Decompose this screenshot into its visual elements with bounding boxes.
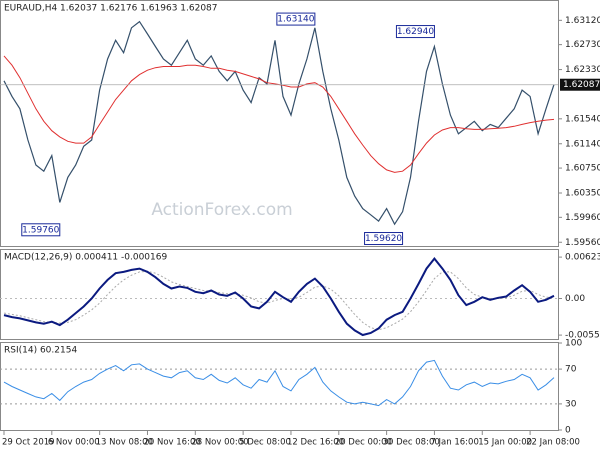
annotation-box: [364, 232, 404, 246]
panel-title: MACD(12,26,9) 0.000411 -0.000169: [4, 253, 167, 263]
panel-title: EURAUD,H4 1.62037 1.62176 1.61963 1.6208…: [4, 4, 218, 14]
annotation-box: [395, 25, 435, 39]
x-tick-label: 29 Oct 2019: [2, 438, 55, 448]
x-tick-label: 30 Dec 08:00: [383, 438, 440, 448]
x-tick-label: 15 Jan 00:00: [478, 438, 532, 448]
y-tick-label: 0.00: [565, 294, 585, 304]
annotation-label: 1.63140: [277, 15, 314, 25]
y-tick-label: 1.59960: [565, 213, 600, 223]
x-tick-label: 20 Nov 16:00: [143, 438, 200, 448]
y-tick-label: 0: [565, 426, 571, 436]
series-line: [3, 256, 555, 337]
x-tick-label: 12 Dec 16:00: [287, 438, 344, 448]
y-tick-label: 1.61140: [565, 139, 600, 149]
x-tick-label: 7 Jan 16:00: [430, 438, 478, 448]
annotation-box: [21, 223, 61, 237]
current-price-label: 1.62087: [563, 80, 600, 90]
y-tick-label: 1.62730: [565, 40, 600, 50]
y-tick-label: 1.59560: [565, 238, 600, 248]
annotation-label: 1.59760: [22, 225, 59, 235]
y-tick-label: 1.61540: [565, 114, 600, 124]
main-panel: [0, 0, 559, 247]
annotation-label: 1.59620: [365, 234, 402, 244]
y-tick-label: -0.005513: [565, 331, 600, 341]
panel-title: RSI(14) 60.2154: [4, 346, 77, 356]
y-tick-label: 70: [565, 365, 577, 375]
y-tick-label: 1.60350: [565, 189, 600, 199]
series-line: [3, 270, 554, 331]
macd-panel: [0, 249, 559, 340]
x-tick-label: 5 Dec 08:00: [239, 438, 291, 448]
x-tick-label: 20 Dec 00:00: [335, 438, 392, 448]
series-line: [3, 55, 555, 173]
y-tick-label: 1.60750: [565, 164, 600, 174]
x-tick-label: 6 Nov 00:00: [48, 438, 100, 448]
watermark: ActionForex.com: [151, 200, 292, 220]
annotation-box: [276, 12, 316, 26]
y-tick-label: 0.006231: [565, 253, 600, 263]
series-line: [3, 20, 555, 226]
y-tick-label: 1.62330: [565, 65, 600, 75]
x-tick-label: 28 Nov 00:00: [191, 438, 248, 448]
y-tick-label: 1.63120: [565, 16, 600, 26]
annotation-label: 1.62940: [397, 27, 434, 37]
x-tick-label: 22 Jan 08:00: [526, 438, 580, 448]
y-tick-label: 100: [565, 339, 582, 349]
y-tick-label: 30: [565, 399, 577, 409]
rsi-panel: [0, 342, 559, 431]
x-tick-label: 13 Nov 08:00: [96, 438, 153, 448]
series-line: [3, 359, 555, 407]
current-price-box: [560, 78, 600, 91]
